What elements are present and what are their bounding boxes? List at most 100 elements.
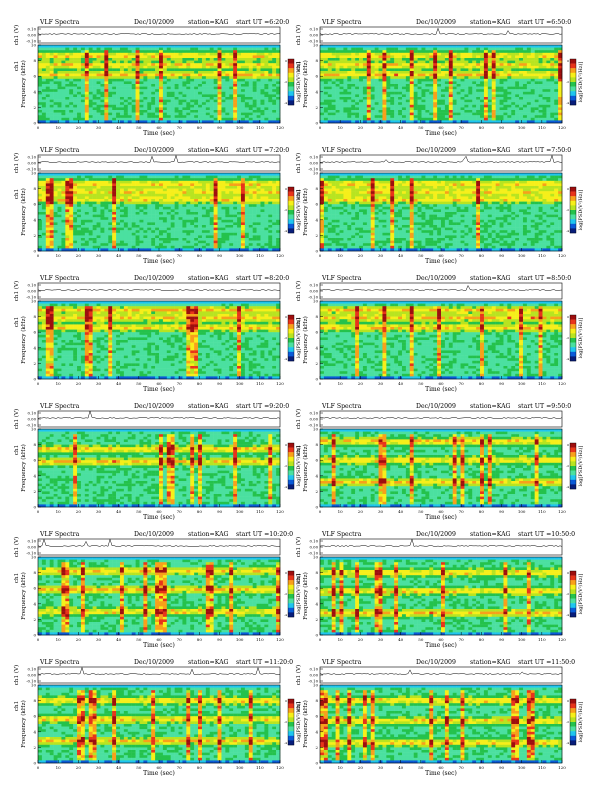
spectrogram-cell [61,105,65,108]
spectrogram-cell [100,202,104,205]
spectrogram-cell [468,50,472,53]
spectrogram-cell [550,100,554,103]
spectrogram-cell [128,74,132,77]
spectrogram-cell [229,209,233,212]
spectrogram-cell [120,100,124,103]
spectrogram-cell [132,61,136,64]
spectrogram-cell [233,105,237,108]
spectrogram-cell [198,189,202,192]
spectrogram-cell [93,100,97,103]
spectrogram-cell [336,113,340,116]
spectrogram-cell [65,212,69,215]
spectrogram-cell [441,110,445,113]
spectrogram-cell [554,105,558,108]
spectrogram-cell [46,55,50,58]
spectrogram-cell [260,63,264,66]
spectrogram-cell [214,191,218,194]
spectrogram-cell [179,97,183,100]
spectrogram-cell [558,48,562,51]
spectrogram-cell [229,97,233,100]
spectrogram-cell [159,55,163,58]
spectrogram-cell [425,68,429,71]
spectrogram-cell [546,81,550,84]
spectrogram-cell [332,76,336,79]
spectrogram-cell [46,107,50,110]
spectrogram-cell [159,196,163,199]
spectrogram-cell [249,76,253,79]
spectrogram-cell [194,191,198,194]
spectrogram-cell [249,97,253,100]
spectrogram-cell [445,94,449,97]
spectrogram-cell [257,89,261,92]
spectrogram-cell [340,110,344,113]
spectrogram-cell [347,81,351,84]
spectrogram-cell [531,100,535,103]
spectrogram-cell [539,94,543,97]
spectrogram-cell [343,66,347,69]
spectrogram-cell [264,92,268,95]
spectrogram-cell [558,55,562,58]
spectrogram-cell [233,79,237,82]
spectrogram-cell [229,178,233,181]
spectrogram-cell [65,199,69,202]
spectrogram-cell [190,71,194,74]
spectrogram-cell [136,74,140,77]
spectrogram-cell [324,81,328,84]
spectrogram-cell [73,207,77,210]
spectrogram-cell [202,173,206,176]
spectrogram-cell [221,181,225,184]
spectrogram-cell [233,217,237,220]
spectrogram-cell [519,58,523,61]
spectrogram-cell [61,178,65,181]
spectrogram-cell [147,76,151,79]
spectrogram-cell [186,94,190,97]
spectrogram-cell [73,212,77,215]
spectrogram-cell [276,204,280,207]
spectrogram-cell [320,50,324,53]
spectrogram-cell [347,74,351,77]
spectrogram-cell [546,45,550,48]
spectrogram-cell [425,61,429,64]
spectrogram-cell [175,204,179,207]
spectrogram-cell [100,178,104,181]
spectrogram-cell [398,55,402,58]
spectrogram-cell [268,50,272,53]
spectrogram-cell [257,189,261,192]
spectrogram-cell [268,199,272,202]
spectrogram-cell [143,50,147,53]
spectrogram-cell [182,45,186,48]
spectrogram-cell [406,68,410,71]
spectrogram-cell [359,55,363,58]
spectrogram-cell [343,48,347,51]
spectrogram-cell [268,191,272,194]
spectrogram-cell [132,94,136,97]
spectrogram-cell [363,58,367,61]
spectrogram-cell [163,113,167,116]
spectrogram-cell [194,178,198,181]
spectrogram-cell [515,110,519,113]
spectrogram-cell [198,50,202,53]
spectrogram-cell [233,55,237,58]
spectrogram-cell [206,92,210,95]
colorbar-tick-label: -4 [566,101,569,105]
spectrogram-cell [89,207,93,210]
spectrogram-cell [100,176,104,179]
spectrogram-cell [340,84,344,87]
spectrogram-cell [386,48,390,51]
spectrogram-cell [97,61,101,64]
spectrogram-cell [97,63,101,66]
spectrogram-cell [519,66,523,69]
spectrogram-cell [116,92,120,95]
spectrogram-cell [264,209,268,212]
spectrogram-cell [54,176,58,179]
spectrogram-cell [546,97,550,100]
spectrogram-cell [104,58,108,61]
spectrogram-cell [367,97,371,100]
spectrogram-cell [182,107,186,110]
spectrogram-cell [206,204,210,207]
spectrogram-cell [147,178,151,181]
spectrogram-cell [414,79,418,82]
spectrogram-cell [367,118,371,121]
spectrogram-cell [104,176,108,179]
spectrogram-cell [257,84,261,87]
